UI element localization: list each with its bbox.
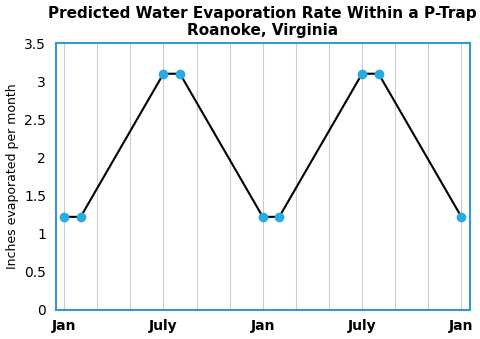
Title: Predicted Water Evaporation Rate Within a P-Trap
Roanoke, Virginia: Predicted Water Evaporation Rate Within … xyxy=(48,5,477,38)
Y-axis label: Inches evaporated per month: Inches evaporated per month xyxy=(6,84,19,269)
